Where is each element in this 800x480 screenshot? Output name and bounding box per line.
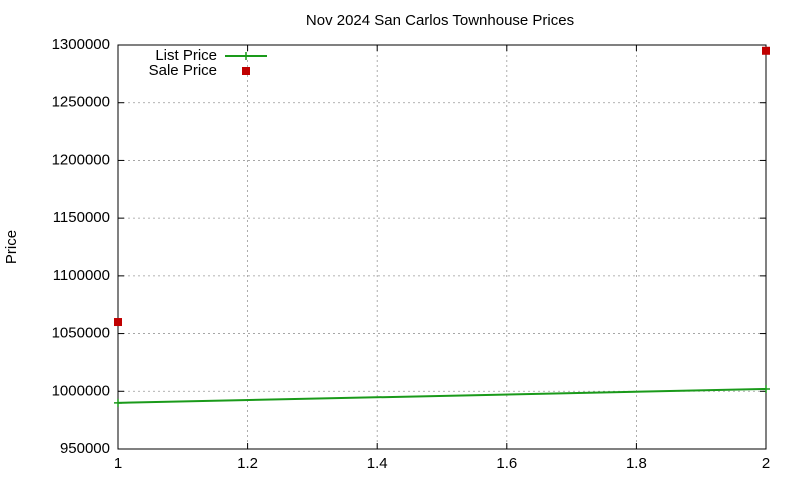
plot-border: [117, 44, 767, 450]
y-tick-label: 1100000: [53, 267, 110, 284]
legend-swatch: [242, 67, 250, 75]
y-tick-label: 1000000: [52, 382, 110, 399]
x-tick-label: 2: [762, 455, 770, 472]
y-tick-label: 1300000: [52, 36, 110, 53]
chart-title: Nov 2024 San Carlos Townhouse Prices: [306, 12, 574, 29]
y-axis-label: Price: [3, 230, 20, 264]
legend-swatch: [242, 52, 250, 60]
legend-label: Sale Price: [149, 62, 217, 79]
y-tick-label: 1200000: [52, 151, 110, 168]
data-point: [762, 384, 770, 393]
data-point: [114, 398, 122, 407]
data-point: [114, 318, 122, 327]
x-tick-label: 1.8: [626, 455, 647, 472]
y-tick-label: 1050000: [52, 325, 110, 342]
y-tick-label: 1250000: [52, 94, 110, 111]
legend-label: List Price: [155, 47, 217, 64]
x-tick-label: 1: [114, 455, 122, 472]
series-line: [117, 387, 767, 404]
x-tick-label: 1.6: [496, 455, 517, 472]
y-tick-label: 1150000: [53, 209, 110, 226]
data-point: [762, 46, 770, 55]
y-tick-label: 950000: [60, 440, 110, 457]
x-tick-label: 1.2: [237, 455, 258, 472]
x-tick-label: 1.4: [367, 455, 388, 472]
